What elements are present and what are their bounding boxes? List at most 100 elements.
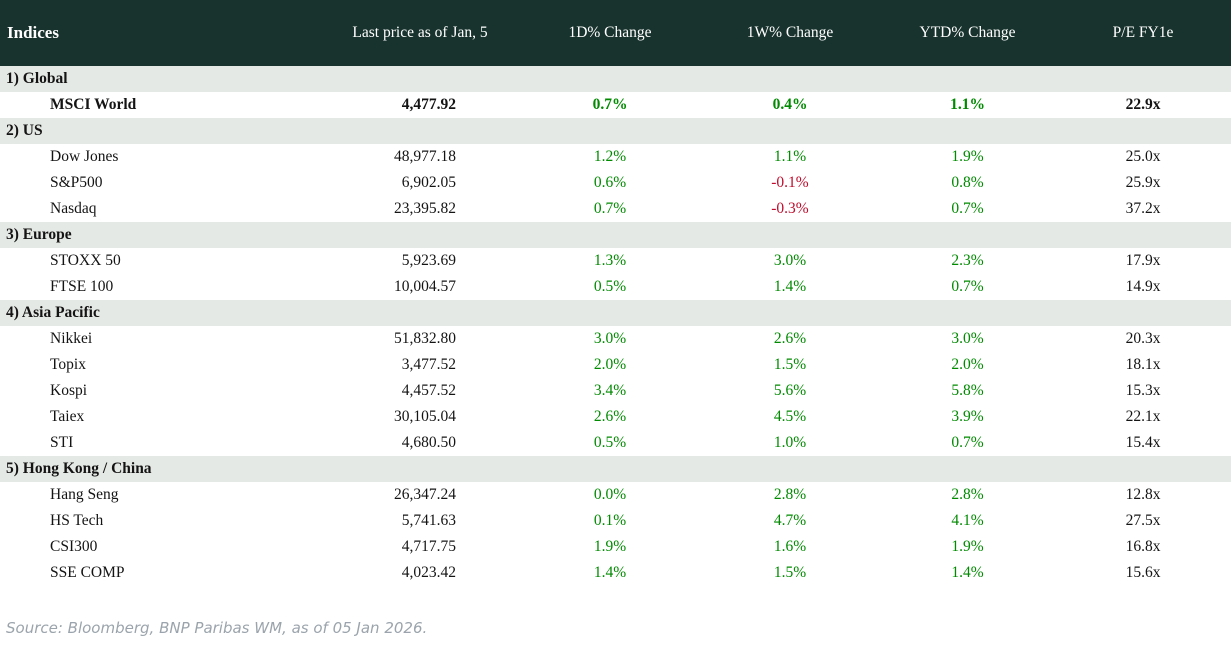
ytd-change: 2.0% [880,352,1055,378]
pe-value: 22.9x [1055,92,1231,118]
source-note: Source: Bloomberg, BNP Paribas WM, as of… [6,619,428,637]
index-name: MSCI World [0,92,320,118]
1w-change: 1.5% [700,560,880,586]
1d-change: 0.7% [520,92,700,118]
index-row: STI 4,680.50 0.5% 1.0% 0.7% 15.4x [0,430,1231,456]
1w-change: -0.1% [700,170,880,196]
1w-change: 1.1% [700,144,880,170]
1w-change: 1.4% [700,274,880,300]
index-name: Nasdaq [0,196,320,222]
index-row: Kospi 4,457.52 3.4% 5.6% 5.8% 15.3x [0,378,1231,404]
index-row: MSCI World 4,477.92 0.7% 0.4% 1.1% 22.9x [0,92,1231,118]
last-price: 48,977.18 [320,144,520,170]
pe-value: 16.8x [1055,534,1231,560]
pe-value: 27.5x [1055,508,1231,534]
pe-value: 14.9x [1055,274,1231,300]
last-price: 6,902.05 [320,170,520,196]
last-price: 4,717.75 [320,534,520,560]
1w-change: 1.5% [700,352,880,378]
index-name: Kospi [0,378,320,404]
1d-change: 0.6% [520,170,700,196]
pe-value: 25.0x [1055,144,1231,170]
index-name: Taiex [0,404,320,430]
col-header-1d-change: 1D% Change [520,0,700,66]
col-header-indices: Indices [0,0,320,66]
index-name: Nikkei [0,326,320,352]
last-price: 51,832.80 [320,326,520,352]
indices-table-body: 1) Global MSCI World 4,477.92 0.7% 0.4% 1.1% 2… [0,66,1231,586]
ytd-change: 1.9% [880,144,1055,170]
index-row: S&P500 6,902.05 0.6% -0.1% 0.8% 25.9x [0,170,1231,196]
index-row: HS Tech 5,741.63 0.1% 4.7% 4.1% 27.5x [0,508,1231,534]
section-label: 3) Europe [0,222,1231,248]
section-row: 2) US [0,118,1231,144]
last-price: 10,004.57 [320,274,520,300]
index-name: STOXX 50 [0,248,320,274]
col-header-last-price: Last price as of Jan, 5 [320,0,520,66]
1w-change: 2.6% [700,326,880,352]
ytd-change: 3.9% [880,404,1055,430]
ytd-change: 1.9% [880,534,1055,560]
last-price: 5,923.69 [320,248,520,274]
1w-change: 4.7% [700,508,880,534]
index-name: Dow Jones [0,144,320,170]
1d-change: 1.9% [520,534,700,560]
index-row: CSI300 4,717.75 1.9% 1.6% 1.9% 16.8x [0,534,1231,560]
1d-change: 2.0% [520,352,700,378]
section-row: 4) Asia Pacific [0,300,1231,326]
ytd-change: 2.3% [880,248,1055,274]
section-label: 5) Hong Kong / China [0,456,1231,482]
index-name: SSE COMP [0,560,320,586]
col-header-ytd-change: YTD% Change [880,0,1055,66]
indices-table: Indices Last price as of Jan, 5 1D% Chan… [0,0,1231,586]
ytd-change: 0.7% [880,274,1055,300]
last-price: 4,477.92 [320,92,520,118]
1d-change: 1.3% [520,248,700,274]
last-price: 3,477.52 [320,352,520,378]
indices-table-header: Indices Last price as of Jan, 5 1D% Chan… [0,0,1231,66]
index-row: Nasdaq 23,395.82 0.7% -0.3% 0.7% 37.2x [0,196,1231,222]
last-price: 30,105.04 [320,404,520,430]
1d-change: 0.1% [520,508,700,534]
1d-change: 3.0% [520,326,700,352]
1d-change: 0.5% [520,274,700,300]
index-name: Hang Seng [0,482,320,508]
section-label: 1) Global [0,66,1231,92]
indices-table-page: Indices Last price as of Jan, 5 1D% Chan… [0,0,1231,637]
1w-change: 3.0% [700,248,880,274]
1w-change: -0.3% [700,196,880,222]
1w-change: 1.6% [700,534,880,560]
ytd-change: 5.8% [880,378,1055,404]
col-header-1w-change: 1W% Change [700,0,880,66]
section-row: 3) Europe [0,222,1231,248]
1w-change: 2.8% [700,482,880,508]
1d-change: 0.0% [520,482,700,508]
col-header-pe-fy1e: P/E FY1e [1055,0,1231,66]
ytd-change: 0.7% [880,430,1055,456]
last-price: 4,457.52 [320,378,520,404]
last-price: 5,741.63 [320,508,520,534]
index-row: Topix 3,477.52 2.0% 1.5% 2.0% 18.1x [0,352,1231,378]
1w-change: 1.0% [700,430,880,456]
pe-value: 20.3x [1055,326,1231,352]
index-row: STOXX 50 5,923.69 1.3% 3.0% 2.3% 17.9x [0,248,1231,274]
1d-change: 1.4% [520,560,700,586]
ytd-change: 3.0% [880,326,1055,352]
pe-value: 15.6x [1055,560,1231,586]
index-row: Hang Seng 26,347.24 0.0% 2.8% 2.8% 12.8x [0,482,1231,508]
index-name: FTSE 100 [0,274,320,300]
1d-change: 0.5% [520,430,700,456]
ytd-change: 0.7% [880,196,1055,222]
last-price: 4,680.50 [320,430,520,456]
last-price: 4,023.42 [320,560,520,586]
1w-change: 5.6% [700,378,880,404]
pe-value: 15.4x [1055,430,1231,456]
index-row: Nikkei 51,832.80 3.0% 2.6% 3.0% 20.3x [0,326,1231,352]
index-row: Dow Jones 48,977.18 1.2% 1.1% 1.9% 25.0x [0,144,1231,170]
index-name: Topix [0,352,320,378]
pe-value: 12.8x [1055,482,1231,508]
1d-change: 2.6% [520,404,700,430]
section-row: 1) Global [0,66,1231,92]
index-row: FTSE 100 10,004.57 0.5% 1.4% 0.7% 14.9x [0,274,1231,300]
pe-value: 37.2x [1055,196,1231,222]
